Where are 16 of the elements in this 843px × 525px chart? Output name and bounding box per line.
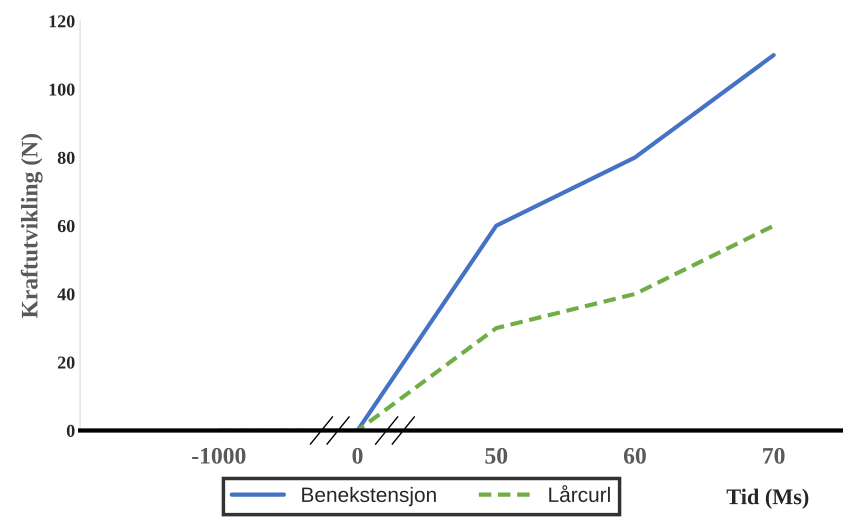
y-tick-label: 0: [66, 424, 75, 437]
y-tick-label: 120: [50, 15, 75, 28]
y-tick-label: 60: [58, 220, 75, 232]
x-axis-title: Tid (Ms): [726, 488, 808, 509]
legend-label: Benekstensjon: [302, 486, 436, 506]
y-tick-label: 40: [57, 288, 75, 300]
y-tick-label: 100: [50, 84, 75, 96]
x-tick-label: -1000: [192, 448, 246, 464]
x-tick-label: 0: [352, 448, 363, 464]
x-tick-label: 60: [624, 448, 646, 464]
legend-label: Lårcurl: [549, 485, 610, 502]
x-tick-label: 70: [763, 448, 785, 464]
x-tick-label: 50: [485, 448, 508, 464]
y-tick-label: 80: [58, 152, 75, 164]
y-axis-title: Kraftutvikling (N): [20, 134, 43, 318]
y-tick-label: 20: [58, 356, 75, 369]
